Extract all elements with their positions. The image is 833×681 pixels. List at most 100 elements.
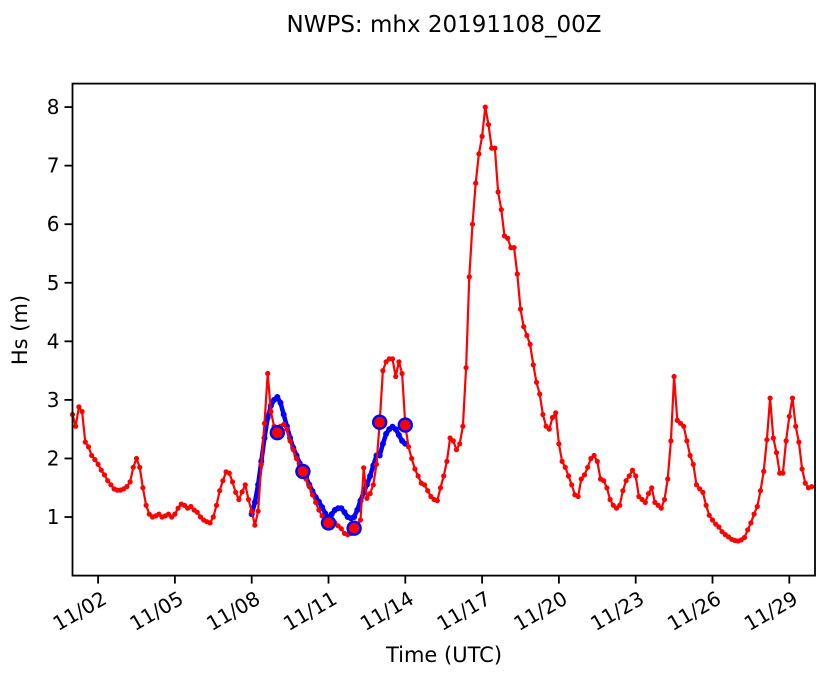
x-tick-label: 11/20 [509, 586, 571, 636]
x-axis-label: Time (UTC) [385, 643, 502, 667]
observed-hs-point [236, 496, 242, 503]
observed-hs-point [802, 480, 808, 486]
observed-hs-point [143, 502, 149, 508]
observed-hs-point [421, 482, 428, 488]
observed-hs-point [661, 496, 668, 503]
observed-hs-point [789, 395, 796, 401]
observed-hs-point [559, 458, 565, 464]
model-forecast-hs-point [354, 507, 361, 513]
observed-hs-point [98, 467, 104, 473]
observed-hs-point [687, 452, 693, 459]
observed-hs-point [626, 473, 632, 479]
observed-hs-point [361, 465, 367, 471]
observed-hs-point [578, 476, 584, 482]
observed-hs-point [649, 485, 655, 491]
observed-hs-point [690, 461, 696, 467]
observed-hs-point [585, 464, 591, 470]
observed-hs-point [617, 502, 623, 508]
observed-hs-point [265, 370, 271, 377]
observed-hs-point [786, 413, 792, 419]
observed-hs-point [562, 464, 568, 470]
observed-hs-point [255, 508, 261, 514]
observed-hs-point [457, 441, 463, 447]
observed-hs-point [700, 489, 706, 495]
observed-hs-point [357, 517, 364, 523]
observed-hs-point [505, 235, 511, 241]
y-tick-label: 4 [47, 329, 60, 353]
observed-hs-point [809, 484, 815, 490]
observed-hs-point [444, 458, 450, 464]
observed-hs-point [293, 455, 300, 462]
observed-hs-point [741, 534, 748, 541]
observed-hs-point [697, 486, 703, 492]
observed-hs-point [751, 511, 757, 517]
observed-hs-point [793, 423, 799, 429]
observed-hs-point [546, 426, 552, 432]
observed-hs-point [514, 271, 520, 277]
observed-hs-point [757, 488, 764, 494]
observed-hs-point [668, 438, 674, 444]
observed-hs-point [607, 496, 613, 503]
observed-hs-point [425, 488, 431, 494]
observed-hs-point [437, 485, 444, 491]
model-forecast-hs-point [379, 440, 386, 447]
observed-hs-point [258, 461, 264, 467]
model-forecast-hs-point [251, 499, 258, 506]
chart-title: NWPS: mhx 20191108_00Z [287, 12, 602, 38]
observed-hs-point [476, 151, 482, 157]
observed-hs-point [706, 512, 712, 518]
observed-hs-point [591, 452, 597, 459]
observed-hs-point [175, 505, 181, 511]
observed-hs-point [220, 478, 226, 484]
observed-hs-point [581, 472, 588, 478]
observed-hs-point [124, 484, 130, 490]
observed-hs-point [172, 511, 178, 517]
observed-hs-point [575, 493, 581, 500]
observed-hs-point [716, 524, 722, 530]
observed-hs-point [681, 423, 687, 429]
observed-hs-point [261, 420, 268, 426]
observed-hs-point [284, 426, 290, 432]
observed-hs-point [281, 421, 287, 428]
observed-hs-point [703, 502, 709, 508]
observed-hs-point [527, 341, 533, 347]
observed-hs-point [450, 438, 456, 444]
observed-hs-point [453, 447, 460, 453]
observed-hs-point [492, 145, 498, 151]
observed-hs-point [553, 410, 559, 416]
observed-hs-point [754, 503, 760, 510]
observed-hs-point [194, 509, 200, 515]
observed-hs-point [137, 464, 143, 470]
observed-hs-point [242, 482, 248, 488]
observed-hs-point [389, 356, 396, 362]
observed-hs-point [482, 104, 488, 110]
observed-hs-point [773, 450, 780, 456]
observed-hs-point [620, 488, 626, 494]
observed-hs-point [796, 439, 802, 445]
observed-hs-point [521, 324, 527, 330]
observed-hs-point [338, 526, 344, 532]
y-tick-label: 5 [47, 271, 60, 295]
observed-hs-point [217, 488, 223, 494]
observed-hs-point [466, 274, 472, 280]
model-forecast-hs-point [367, 473, 374, 479]
observed-hs-point [473, 180, 479, 186]
observed-hs-point [226, 470, 232, 476]
observed-hs-point [252, 522, 258, 528]
observed-hs-point [309, 492, 316, 498]
observed-hs-point [82, 439, 88, 445]
observed-hs-point [460, 423, 466, 429]
observed-hs-point [511, 245, 517, 251]
model-forecast-hs-point [264, 414, 271, 421]
observed-hs-point [415, 473, 421, 479]
observed-hs-point [229, 479, 236, 485]
daily-00z-markers [397, 417, 413, 433]
x-tick-label: 11/29 [740, 586, 802, 636]
observed-hs-point [463, 365, 469, 371]
observed-hs-point [373, 461, 380, 467]
x-tick-label: 11/17 [433, 586, 495, 636]
observed-hs-point [85, 444, 92, 450]
observed-hs-point [140, 485, 146, 491]
